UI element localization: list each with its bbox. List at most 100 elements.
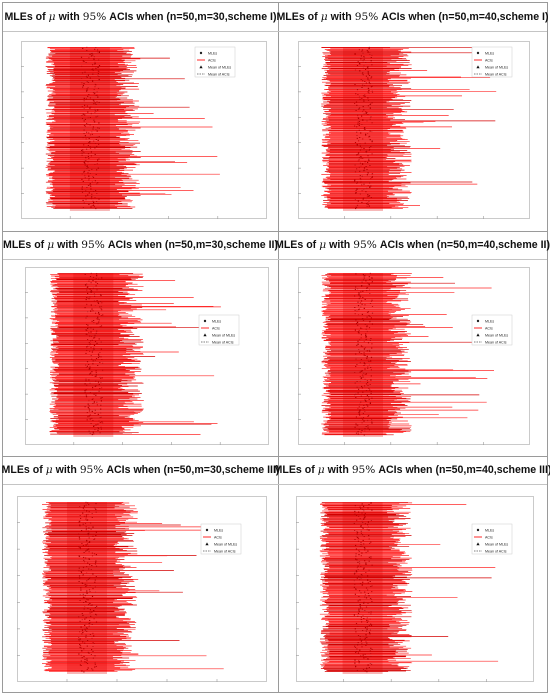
mle-point: [79, 638, 81, 640]
mle-point: [355, 319, 357, 321]
mle-point: [371, 90, 373, 92]
mle-point: [371, 54, 373, 56]
mle-point: [93, 300, 95, 302]
mle-point: [356, 181, 358, 183]
mle-point: [362, 630, 364, 632]
mle-point: [355, 570, 357, 572]
legend-box: [471, 46, 513, 78]
mle-point: [364, 127, 366, 129]
mle-point: [100, 305, 103, 308]
mle-point: [357, 114, 359, 117]
mle-point: [368, 361, 370, 363]
mle-point: [357, 94, 359, 96]
legend-label: Mean of ACIs: [485, 550, 507, 554]
mle-point: [360, 55, 362, 57]
mle-point: [355, 207, 358, 209]
mle-point: [98, 321, 100, 323]
mle-point: [95, 370, 97, 372]
mle-point: [86, 315, 88, 317]
legend: MLEs ACIs Mean of MLEs Mean of ACIs: [198, 314, 240, 346]
mle-point: [94, 341, 97, 343]
mle-point: [100, 325, 103, 327]
mle-point: [90, 290, 92, 292]
mle-point: [82, 512, 84, 514]
mle-point: [98, 136, 100, 138]
mle-point: [96, 169, 98, 171]
mle-point: [83, 162, 85, 164]
mle-point: [359, 149, 361, 151]
mle-point: [82, 199, 84, 201]
mle-point: [363, 405, 365, 407]
mle-point: [367, 384, 369, 386]
mle-point: [85, 190, 87, 192]
legend-label: ACIs: [485, 59, 493, 63]
legend: MLEs ACIs Mean of MLEs Mean of ACIs: [471, 314, 513, 346]
mle-point: [364, 399, 366, 401]
mle-point: [86, 396, 88, 398]
mle-point: [366, 668, 368, 670]
mle-point: [101, 377, 103, 379]
mle-point: [79, 646, 81, 649]
mle-point: [79, 556, 81, 558]
mle-point: [100, 412, 102, 414]
mle-point: [363, 348, 365, 350]
mle-point: [99, 362, 101, 364]
mle-point: [87, 513, 89, 516]
mle-point: [367, 282, 369, 284]
mle-point: [355, 432, 358, 434]
mle-point: [364, 670, 366, 672]
mle-point: [365, 69, 367, 71]
mle-point: [91, 181, 93, 183]
title-prefix: MLEs of: [275, 239, 317, 251]
mle-point: [85, 518, 87, 520]
mle-point: [362, 539, 364, 542]
title-mid: with: [57, 239, 79, 251]
mle-point: [355, 93, 357, 95]
mle-point: [371, 422, 373, 424]
mle-point: [91, 193, 93, 195]
mle-point: [371, 173, 373, 175]
mle-point: [90, 197, 93, 200]
mle-point: [95, 392, 97, 395]
mle-point: [85, 601, 87, 603]
mle-point: [84, 661, 86, 663]
mle-point: [87, 111, 89, 113]
mle-point: [100, 428, 102, 430]
mle-point: [84, 618, 86, 620]
mle-point: [359, 145, 361, 147]
mle-point: [367, 521, 369, 523]
mle-point: [367, 194, 369, 196]
mle-point: [355, 358, 357, 360]
mle-point: [80, 517, 82, 520]
mle-point: [91, 637, 93, 639]
mle-point: [368, 195, 370, 197]
mle-point: [367, 524, 369, 526]
mle-point: [86, 540, 88, 542]
mle-point: [371, 663, 373, 665]
mle-point: [361, 175, 363, 177]
mle-point: [359, 177, 361, 180]
mle-point: [360, 526, 362, 528]
legend-mle-marker: [199, 51, 203, 55]
mle-point: [85, 195, 87, 197]
mle-point: [79, 524, 81, 526]
mle-point: [360, 508, 362, 510]
mle-point: [365, 401, 367, 403]
chart-panel: MLEs of μ with 95% ACIs when (n=50,m=40,sche…: [276, 3, 549, 231]
mle-point: [363, 275, 365, 277]
mle-point: [359, 193, 361, 195]
legend-label: Mean of MLEs: [212, 334, 235, 338]
mle-point: [363, 99, 365, 101]
mle-point: [358, 330, 360, 332]
mle-point: [85, 662, 87, 664]
mle-point: [89, 146, 91, 148]
mle-point: [369, 278, 371, 281]
mle-point: [95, 576, 97, 578]
mle-point: [81, 72, 84, 74]
mle-point: [361, 124, 363, 126]
mle-point: [361, 430, 363, 432]
mle-point: [361, 503, 363, 505]
mle-point: [78, 555, 80, 557]
mle-point: [371, 281, 373, 283]
mle-point: [90, 292, 92, 294]
